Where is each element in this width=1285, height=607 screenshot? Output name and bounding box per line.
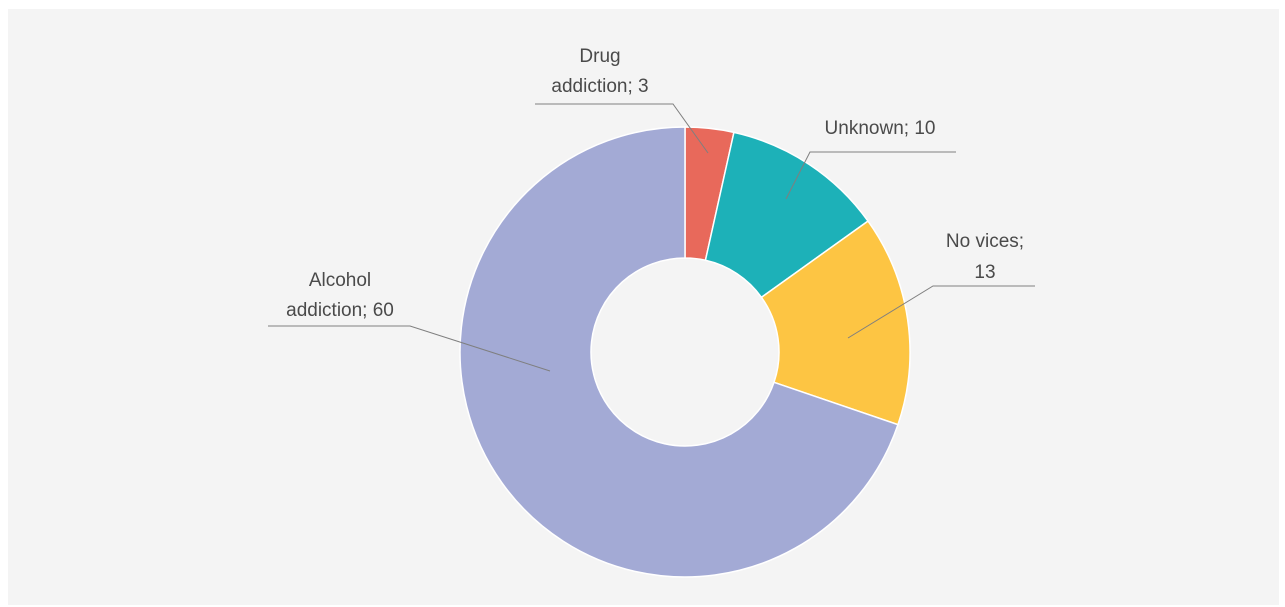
slice-unknown [704,131,870,299]
data-label-unknown-line-1: Unknown; 10 [825,118,936,139]
leader-line-drug-addiction [535,103,709,154]
leader-line-unknown [785,151,956,200]
donut-chart: Drug addiction; 3 Unknown; 10 No vices; 13 Al… [268,46,1035,578]
slice-no-vices [760,220,911,426]
data-label-no-vices-line-2: 13 [974,262,995,283]
slices-layer [459,126,911,578]
leader-lines-layer [268,103,1035,372]
data-label-alcohol-addiction-line-1: Alcohol [309,270,371,291]
slice-alcohol-addiction [459,126,899,578]
leader-line-no-vices [847,285,1035,339]
data-label-drug-addiction-line-2: addiction; 3 [551,76,648,97]
data-label-no-vices-line-1: No vices; [946,231,1024,252]
leader-line-alcohol-addiction [268,325,551,372]
data-label-alcohol-addiction-line-2: addiction; 60 [286,300,394,321]
data-label-drug-addiction-line-1: Drug [579,46,620,67]
chart-panel: Drug addiction; 3 Unknown; 10 No vices; 13 Al… [8,9,1279,605]
data-labels-layer: Drug addiction; 3 Unknown; 10 No vices; 13 Al… [286,46,1024,321]
